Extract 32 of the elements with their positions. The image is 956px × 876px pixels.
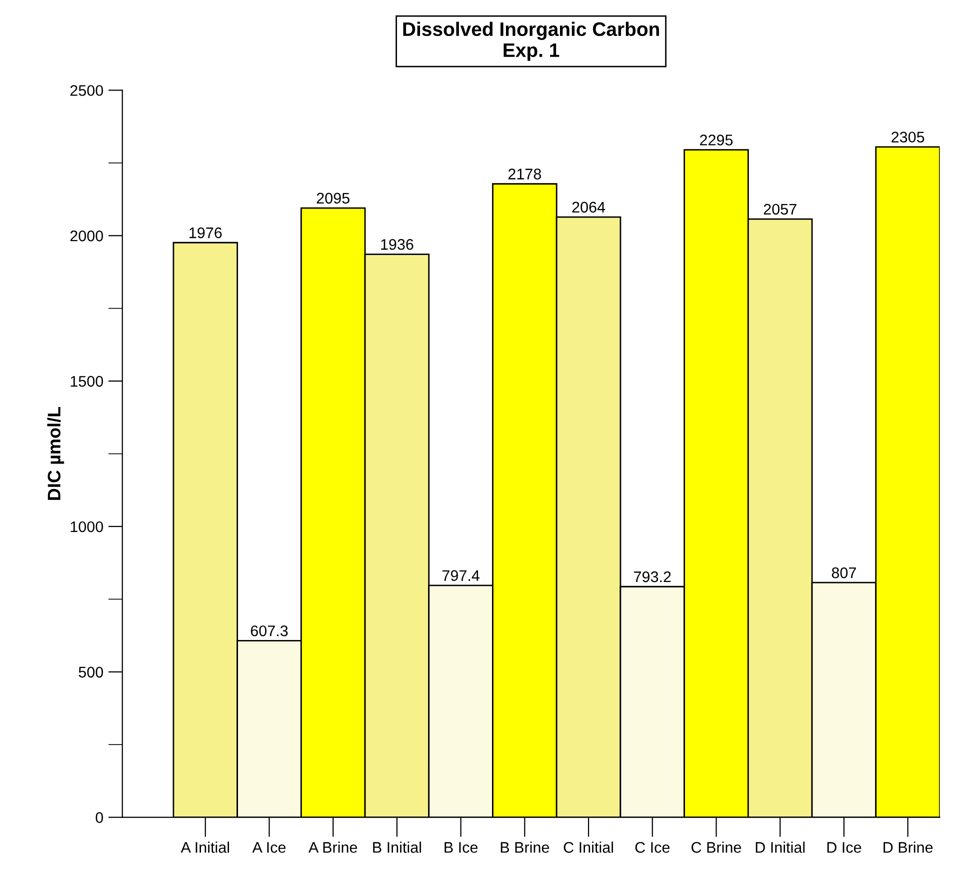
data-label: 607.3 — [250, 625, 288, 636]
x-tick-label: D Brine — [884, 842, 933, 853]
x-tick-label: B Ice — [444, 842, 478, 853]
y-axis-title: DIC µmol/L — [47, 406, 64, 500]
x-tick-label: B Initial — [373, 842, 421, 853]
data-label: 807 — [832, 567, 856, 578]
x-tick-label: C Initial — [564, 842, 613, 853]
y-tick-label: 2000 — [70, 230, 104, 242]
y-tick-label: 2500 — [70, 85, 104, 96]
data-label: 797.4 — [442, 570, 480, 581]
y-tick-label: 1500 — [70, 376, 104, 387]
data-label: 2064 — [572, 202, 606, 213]
x-tick-label: A Initial — [180, 842, 229, 853]
y-tick-label: 1000 — [70, 521, 104, 532]
data-label: 2305 — [892, 132, 924, 143]
data-label: 2178 — [508, 168, 542, 180]
y-tick-label: 0 — [96, 812, 104, 823]
data-label: 2057 — [764, 204, 796, 215]
x-tick-label: A Ice — [252, 842, 286, 853]
data-label: 1976 — [190, 227, 222, 238]
x-tick-label: D Ice — [827, 842, 862, 853]
x-tick-label: C Ice — [635, 842, 670, 853]
x-tick-label: C Brine — [692, 842, 742, 853]
chart-title: Dissolved Inorganic Carbon Exp. 1 — [403, 22, 659, 61]
data-label: 1936 — [381, 239, 414, 250]
data-label: 2295 — [700, 134, 733, 146]
x-tick-label: D Initial — [756, 842, 805, 853]
data-label: 793.2 — [634, 571, 671, 582]
y-tick-label: 500 — [78, 666, 104, 678]
data-label: 2095 — [316, 192, 350, 204]
x-tick-label: A Brine — [308, 842, 358, 853]
x-tick-label: B Brine — [500, 842, 550, 853]
